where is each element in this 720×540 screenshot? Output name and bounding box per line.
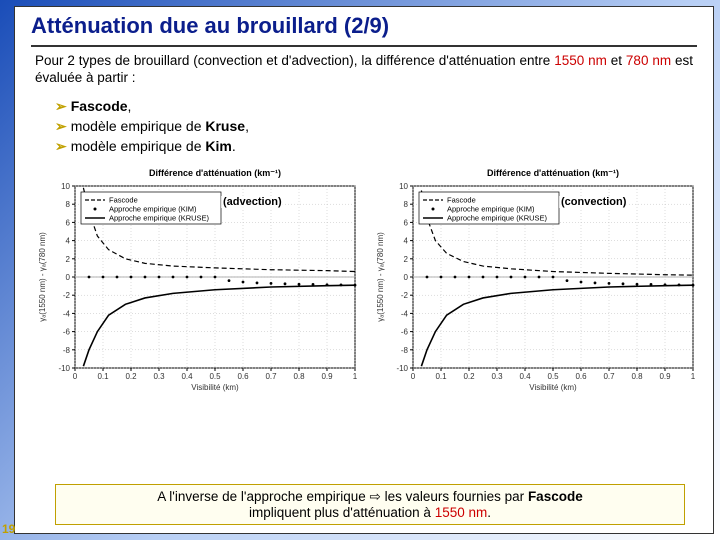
- conc-l2red: 1550 nm: [435, 505, 488, 520]
- svg-text:-4: -4: [63, 309, 71, 318]
- overlay-advection: (advection): [221, 196, 284, 208]
- svg-text:2: 2: [404, 255, 409, 264]
- page-number: 19: [2, 522, 15, 536]
- page-title: Atténuation due au brouillard (2/9): [31, 13, 697, 39]
- svg-text:-6: -6: [401, 327, 409, 336]
- svg-text:0.4: 0.4: [519, 372, 531, 381]
- svg-text:1: 1: [691, 372, 696, 381]
- svg-text:-10: -10: [58, 364, 70, 373]
- bullet-text: modèle empirique de Kruse,: [71, 118, 249, 134]
- conc-l2b: .: [487, 505, 491, 520]
- chart-convection: 0 0.1 0.2 0.3 0.4 0.5 0.6 0.7 0.8 0.9 1 -10 -8 -6 -4 -2…: [371, 164, 701, 394]
- svg-text:0.1: 0.1: [435, 372, 447, 381]
- svg-text:-2: -2: [401, 291, 409, 300]
- svg-text:0.2: 0.2: [125, 372, 137, 381]
- svg-text:Fascode: Fascode: [447, 195, 476, 204]
- svg-text:-2: -2: [63, 291, 71, 300]
- conc-bold: Fascode: [528, 489, 583, 504]
- svg-text:0.1: 0.1: [97, 372, 109, 381]
- bullet-text: Fascode,: [71, 98, 132, 114]
- svg-text:1: 1: [353, 372, 358, 381]
- conc-l1b: les valeurs fournies par: [381, 489, 528, 504]
- svg-text:Différence d'atténuation (km⁻¹: Différence d'atténuation (km⁻¹): [487, 168, 619, 178]
- svg-text:0.7: 0.7: [265, 372, 277, 381]
- svg-text:0.8: 0.8: [631, 372, 643, 381]
- charts-container: 0 0.1 0.2 0.3 0.4 0.5 0.6 0.7 0.8 0.9 1 -10 -8 -6 -4 -2…: [15, 162, 713, 399]
- svg-text:4: 4: [404, 236, 409, 245]
- svg-text:0.7: 0.7: [603, 372, 615, 381]
- svg-text:10: 10: [61, 182, 70, 191]
- svg-text:0.9: 0.9: [321, 372, 333, 381]
- svg-text:6: 6: [404, 218, 409, 227]
- list-item: ➢ modèle empirique de Kim.: [55, 138, 693, 155]
- svg-text:0: 0: [73, 372, 78, 381]
- bullet-arrow-icon: ➢: [55, 98, 67, 115]
- bullet-text: modèle empirique de Kim.: [71, 138, 236, 154]
- svg-text:-10: -10: [396, 364, 408, 373]
- intro-mid: et: [607, 53, 626, 68]
- svg-text:Visibilité (km): Visibilité (km): [191, 383, 239, 392]
- svg-text:Approche empirique (KRUSE): Approche empirique (KRUSE): [109, 213, 210, 222]
- intro-prefix: Pour 2 types de brouillard (convection e…: [35, 53, 554, 68]
- svg-text:γₐ(1550 nm) - γₐ(780 nm): γₐ(1550 nm) - γₐ(780 nm): [38, 232, 47, 322]
- svg-text:Différence d'atténuation (km⁻¹: Différence d'atténuation (km⁻¹): [149, 168, 281, 178]
- conc-l2a: impliquent plus d'atténuation à: [249, 505, 435, 520]
- conc-l1a: A l'inverse de l'approche empirique: [157, 489, 369, 504]
- svg-text:γₐ(1550 nm) - γₐ(780 nm): γₐ(1550 nm) - γₐ(780 nm): [376, 232, 385, 322]
- conclusion-box: A l'inverse de l'approche empirique ⇨ le…: [55, 484, 685, 525]
- svg-text:8: 8: [404, 200, 409, 209]
- svg-text:Visibilité (km): Visibilité (km): [529, 383, 577, 392]
- svg-text:2: 2: [66, 255, 71, 264]
- chart-advection: 0 0.1 0.2 0.3 0.4 0.5 0.6 0.7 0.8 0.9 1 -10 -8 -6 -4 -2…: [33, 164, 363, 394]
- chart-right-wrap: 0 0.1 0.2 0.3 0.4 0.5 0.6 0.7 0.8 0.9 1 -10 -8 -6 -4 -2…: [371, 164, 701, 399]
- svg-text:0.2: 0.2: [463, 372, 475, 381]
- svg-text:0.4: 0.4: [181, 372, 193, 381]
- overlay-convection: (convection): [559, 196, 628, 208]
- svg-text:-8: -8: [63, 346, 71, 355]
- svg-text:Approche empirique (KRUSE): Approche empirique (KRUSE): [447, 213, 548, 222]
- svg-text:-4: -4: [401, 309, 409, 318]
- intro-w2: 780 nm: [626, 53, 671, 68]
- bullet-arrow-icon: ➢: [55, 138, 67, 155]
- svg-text:0.6: 0.6: [575, 372, 587, 381]
- slide-container: Atténuation due au brouillard (2/9) Pour…: [14, 6, 714, 534]
- title-area: Atténuation due au brouillard (2/9): [15, 7, 713, 41]
- bullet-arrow-icon: ➢: [55, 118, 67, 135]
- intro-text: Pour 2 types de brouillard (convection e…: [15, 53, 713, 87]
- svg-text:0: 0: [404, 273, 409, 282]
- title-rule: [31, 45, 697, 47]
- svg-text:-8: -8: [401, 346, 409, 355]
- svg-text:0.9: 0.9: [659, 372, 671, 381]
- svg-text:0.6: 0.6: [237, 372, 249, 381]
- list-item: ➢ modèle empirique de Kruse,: [55, 118, 693, 135]
- svg-text:8: 8: [66, 200, 71, 209]
- arrow-icon: ⇨: [370, 489, 381, 504]
- svg-text:4: 4: [66, 236, 71, 245]
- svg-text:Fascode: Fascode: [109, 195, 138, 204]
- svg-text:0.8: 0.8: [293, 372, 305, 381]
- svg-text:6: 6: [66, 218, 71, 227]
- bullet-list: ➢ Fascode, ➢ modèle empirique de Kruse, …: [15, 87, 713, 162]
- svg-text:10: 10: [399, 182, 408, 191]
- chart-left-wrap: 0 0.1 0.2 0.3 0.4 0.5 0.6 0.7 0.8 0.9 1 -10 -8 -6 -4 -2…: [33, 164, 363, 399]
- svg-text:Approche empirique (KIM): Approche empirique (KIM): [109, 204, 197, 213]
- svg-text:0.5: 0.5: [547, 372, 559, 381]
- svg-text:0.3: 0.3: [491, 372, 503, 381]
- list-item: ➢ Fascode,: [55, 98, 693, 115]
- svg-text:0: 0: [66, 273, 71, 282]
- svg-text:-6: -6: [63, 327, 71, 336]
- svg-text:0.5: 0.5: [209, 372, 221, 381]
- svg-text:0.3: 0.3: [153, 372, 165, 381]
- svg-text:Approche empirique (KIM): Approche empirique (KIM): [447, 204, 535, 213]
- svg-text:0: 0: [411, 372, 416, 381]
- intro-w1: 1550 nm: [554, 53, 607, 68]
